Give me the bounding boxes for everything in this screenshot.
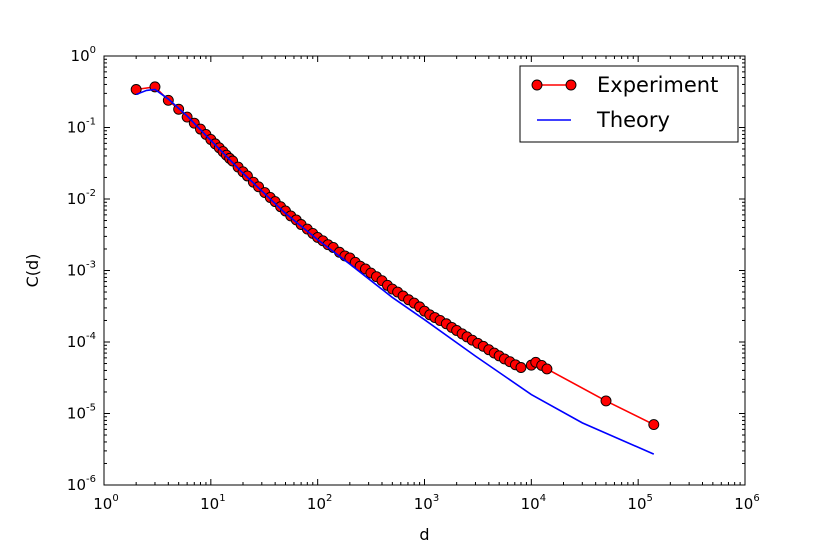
x-tick-label: 102 [307,493,332,513]
experiment-point [541,363,553,375]
y-tick-label: 10-5 [67,403,96,423]
x-tick-label: 106 [734,493,759,513]
y-tick-label: 10-1 [67,117,96,137]
y-tick-label: 100 [71,45,96,65]
legend: Experiment Theory [519,65,739,143]
x-tick-label: 103 [414,493,439,513]
x-tick-label: 105 [627,493,652,513]
legend-experiment-marker [565,79,577,91]
legend-experiment-label: Experiment [597,73,718,97]
legend-box [519,65,739,143]
x-axis-label: d [419,525,429,544]
experiment-point [648,419,660,431]
ticks-layer: 100 101 102 103 104 105 106 10-6 10-5 10-4 10-3 10-… [67,45,760,513]
series-layer [130,81,660,455]
experiment-point [515,362,527,373]
y-tick-label: 10-2 [67,188,96,208]
y-tick-label: 10-4 [67,331,96,351]
legend-entry-theory: Theory [537,108,670,132]
x-tick-label: 104 [521,493,546,513]
y-axis-label: C(d) [23,254,42,288]
theory-line [135,88,655,455]
legend-experiment-marker [531,79,543,91]
x-tick-label: 100 [93,493,118,513]
y-tick-label: 10-3 [67,260,96,280]
experiment-point [600,395,612,407]
experiment-point [130,84,142,95]
legend-entry-experiment: Experiment [531,73,718,97]
y-tick-label: 10-6 [67,474,96,494]
x-tick-label: 101 [200,493,225,513]
legend-theory-label: Theory [596,108,670,132]
